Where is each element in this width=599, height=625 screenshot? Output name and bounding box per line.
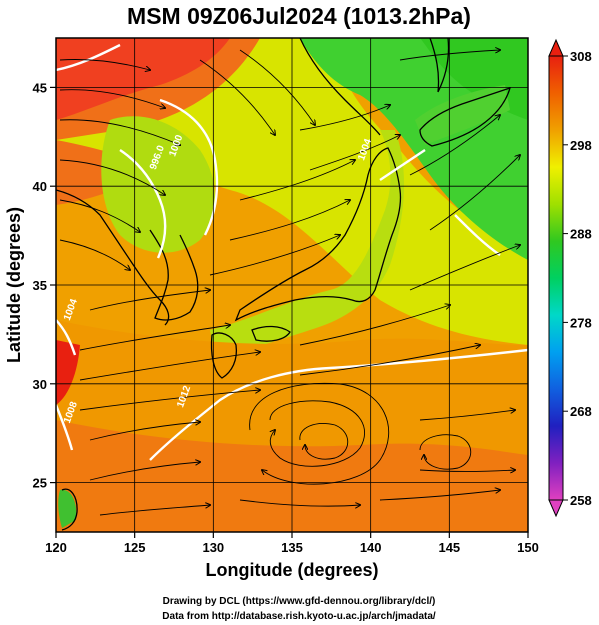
isobars — [56, 43, 528, 461]
isobar-996 — [119, 149, 167, 259]
coastlines — [56, 38, 511, 531]
field-japan-land — [210, 130, 405, 360]
colorbar-tick-label: 278 — [570, 315, 592, 330]
plot-area — [56, 38, 528, 532]
coastline-china — [56, 189, 170, 326]
colorbar-tick-label: 308 — [570, 49, 592, 64]
y-tick-label: 30 — [33, 377, 47, 392]
x-axis-ticks: 120 125 130 135 140 145 150 — [45, 532, 539, 555]
isobar-1012 — [149, 348, 528, 461]
streamline — [229, 200, 350, 241]
colorbar-bottom-triangle — [548, 499, 564, 518]
grid-lines — [56, 38, 528, 532]
coastline-shikoku — [251, 325, 291, 342]
coastline-taiwan — [61, 488, 78, 531]
streamline — [209, 235, 340, 276]
coastline-korea — [149, 229, 199, 321]
streamline — [409, 115, 500, 176]
colorbar-tick-label: 298 — [570, 138, 592, 153]
streamline-vortex — [270, 400, 365, 467]
streamline-vortex — [249, 382, 389, 485]
streamline — [309, 135, 400, 171]
credit-drawing: Drawing by DCL (https://www.gfd-dennou.o… — [163, 596, 436, 607]
colorbar-tick-label: 268 — [570, 404, 592, 419]
streamline — [299, 305, 450, 346]
chart-title: MSM 09Z06Jul2024 (1013.2hPa) — [127, 3, 471, 29]
streamline — [59, 239, 130, 270]
streamline — [299, 345, 480, 376]
x-tick-label: 140 — [360, 540, 382, 555]
coastline-honshu — [234, 147, 402, 322]
streamline — [239, 499, 360, 506]
y-tick-label: 35 — [33, 278, 47, 293]
coastline-sakhalin — [429, 38, 450, 93]
x-tick-label: 135 — [281, 540, 303, 555]
streamline — [89, 462, 200, 481]
streamline — [419, 410, 515, 421]
x-tick-label: 130 — [202, 540, 224, 555]
field-hokkaido-land — [415, 85, 510, 145]
colorbar-body — [548, 55, 564, 501]
isobar-1004-east — [379, 149, 501, 256]
colorbar-top-triangle — [548, 38, 564, 57]
isobar-1008 — [56, 404, 74, 451]
wind-streamlines — [59, 49, 520, 516]
streamline — [89, 290, 210, 311]
streamline — [79, 352, 260, 381]
y-axis-label: Latitude (degrees) — [4, 207, 24, 363]
y-axis-ticks: 25 30 35 40 45 — [33, 80, 56, 491]
field-north-hot — [56, 38, 230, 120]
streamline — [59, 119, 180, 145]
credit-data: Data from http://database.rish.kyoto-u.a… — [162, 611, 436, 622]
streamline — [59, 199, 140, 232]
isobar-1000 — [159, 98, 219, 236]
coastline-hokkaido — [419, 86, 511, 147]
streamline — [379, 490, 500, 501]
streamline — [239, 160, 355, 201]
streamline — [199, 59, 275, 135]
streamline — [59, 159, 165, 195]
y-tick-label: 40 — [33, 179, 47, 194]
streamline — [399, 50, 500, 61]
field-taiwan — [58, 489, 77, 528]
x-tick-label: 150 — [517, 540, 539, 555]
y-tick-label: 45 — [33, 80, 47, 95]
x-tick-label: 120 — [45, 540, 67, 555]
streamline — [99, 505, 210, 516]
isobar-1004-west — [56, 43, 121, 356]
streamline — [59, 89, 165, 108]
streamline — [239, 49, 315, 125]
streamline — [89, 422, 200, 441]
y-tick-label: 25 — [33, 476, 47, 491]
streamline-vortex — [299, 423, 349, 460]
streamline — [429, 155, 520, 231]
streamline — [419, 470, 515, 472]
colorbar: 258 268 278 288 298 308 — [548, 38, 592, 518]
x-tick-label: 145 — [438, 540, 460, 555]
field-continent-green — [101, 116, 215, 253]
streamline — [79, 390, 260, 411]
streamline-vortex — [419, 434, 472, 470]
x-tick-label: 125 — [124, 540, 146, 555]
colorbar-ticks: 258 268 278 288 298 308 — [563, 49, 592, 508]
colorbar-tick-label: 258 — [570, 493, 592, 508]
field-china-coast — [56, 340, 80, 405]
streamline — [299, 105, 390, 131]
colorbar-tick-label: 288 — [570, 227, 592, 242]
x-axis-label: Longitude (degrees) — [205, 560, 378, 580]
streamline — [59, 59, 150, 70]
coastline-russia — [299, 38, 381, 136]
streamline — [79, 325, 230, 351]
